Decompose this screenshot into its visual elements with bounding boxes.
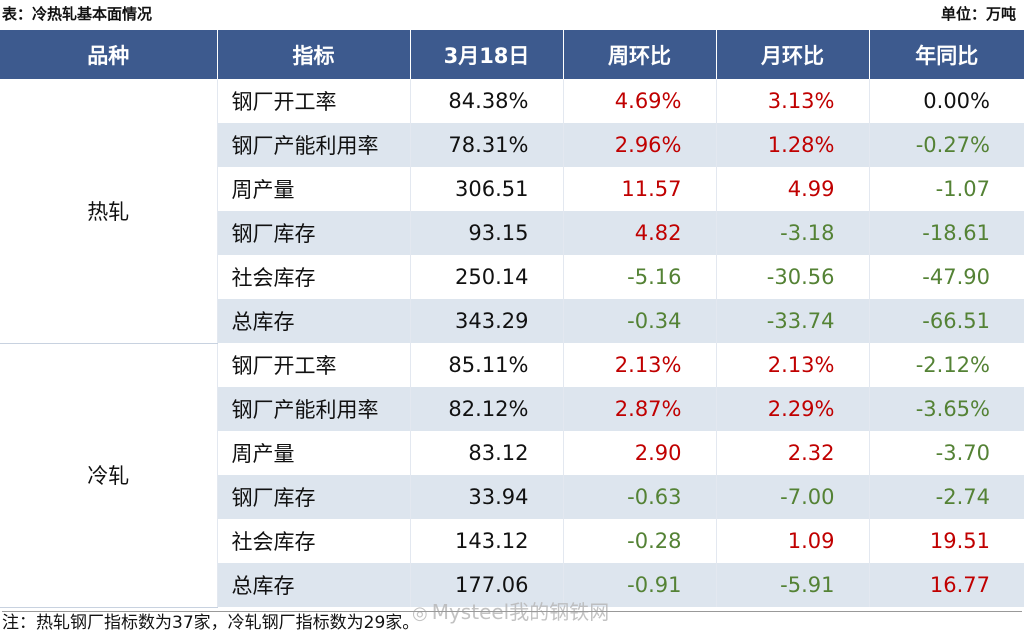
month-change-cell: 3.13% <box>716 79 870 123</box>
value-cell: 177.06 <box>410 563 564 607</box>
indicator-cell: 总库存 <box>217 299 411 343</box>
header-week-change: 周环比 <box>563 30 717 79</box>
month-change-cell: 2.13% <box>716 343 870 387</box>
value-cell: 83.12 <box>410 431 564 475</box>
table-row: 钢厂库存 93.15 4.82 -3.18 -18.61 <box>0 211 1024 255</box>
table-row: 周产量 306.51 11.57 4.99 -1.07 <box>0 167 1024 211</box>
fundamentals-table: 品种 指标 3月18日 周环比 月环比 年同比 热轧 钢厂开工率 84.38% 4.6… <box>0 30 1024 608</box>
year-change-cell: 0.00% <box>869 79 1024 123</box>
value-cell: 93.15 <box>410 211 564 255</box>
week-change-cell: -5.16 <box>563 255 717 299</box>
year-change-cell: -2.74 <box>869 475 1024 519</box>
watermark-text: Mysteel我的钢铁网 <box>431 600 610 624</box>
week-change-cell: 2.87% <box>563 387 717 431</box>
value-cell: 343.29 <box>410 299 564 343</box>
month-change-cell: 4.99 <box>716 167 870 211</box>
indicator-cell: 社会库存 <box>217 255 411 299</box>
indicator-cell: 周产量 <box>217 167 411 211</box>
indicator-cell: 钢厂产能利用率 <box>217 123 411 167</box>
week-change-cell: 4.69% <box>563 79 717 123</box>
group-label: 冷轧 <box>0 343 218 608</box>
group-label: 热轧 <box>0 79 218 344</box>
watermark: ◎ Mysteel我的钢铁网 <box>412 596 609 625</box>
header-year-change: 年同比 <box>869 30 1024 79</box>
value-cell: 84.38% <box>410 79 564 123</box>
month-change-cell: -30.56 <box>716 255 870 299</box>
year-change-cell: -2.12% <box>869 343 1024 387</box>
month-change-cell: 2.29% <box>716 387 870 431</box>
week-change-cell: -0.91 <box>563 563 717 607</box>
header-date-value: 3月18日 <box>410 30 564 79</box>
week-change-cell: 2.96% <box>563 123 717 167</box>
year-change-cell: 19.51 <box>869 519 1024 563</box>
month-change-cell: 2.32 <box>716 431 870 475</box>
week-change-cell: -0.34 <box>563 299 717 343</box>
value-cell: 33.94 <box>410 475 564 519</box>
month-change-cell: -33.74 <box>716 299 870 343</box>
header-indicator: 指标 <box>217 30 411 79</box>
value-cell: 78.31% <box>410 123 564 167</box>
year-change-cell: -0.27% <box>869 123 1024 167</box>
indicator-cell: 钢厂库存 <box>217 211 411 255</box>
week-change-cell: 2.13% <box>563 343 717 387</box>
value-cell: 82.12% <box>410 387 564 431</box>
weibo-logo-icon: ◎ <box>412 603 428 624</box>
header-month-change: 月环比 <box>716 30 870 79</box>
week-change-cell: 2.90 <box>563 431 717 475</box>
indicator-cell: 总库存 <box>217 563 411 607</box>
table-row: 周产量 83.12 2.90 2.32 -3.70 <box>0 431 1024 475</box>
year-change-cell: -66.51 <box>869 299 1024 343</box>
month-change-cell: 1.09 <box>716 519 870 563</box>
header-row: 品种 指标 3月18日 周环比 月环比 年同比 <box>0 30 1024 79</box>
table-row: 钢厂产能利用率 82.12% 2.87% 2.29% -3.65% <box>0 387 1024 431</box>
year-change-cell: -18.61 <box>869 211 1024 255</box>
week-change-cell: -0.28 <box>563 519 717 563</box>
table-row: 总库存 343.29 -0.34 -33.74 -66.51 <box>0 299 1024 343</box>
week-change-cell: 4.82 <box>563 211 717 255</box>
table-row: 钢厂库存 33.94 -0.63 -7.00 -2.74 <box>0 475 1024 519</box>
indicator-cell: 社会库存 <box>217 519 411 563</box>
month-change-cell: -7.00 <box>716 475 870 519</box>
unit-label: 单位：万吨 <box>940 5 1016 23</box>
table-row: 社会库存 143.12 -0.28 1.09 19.51 <box>0 519 1024 563</box>
indicator-cell: 周产量 <box>217 431 411 475</box>
month-change-cell: 1.28% <box>716 123 870 167</box>
table-row: 总库存 177.06 -0.91 -5.91 16.77 <box>0 563 1024 607</box>
indicator-cell: 钢厂库存 <box>217 475 411 519</box>
week-change-cell: -0.63 <box>563 475 717 519</box>
year-change-cell: -47.90 <box>869 255 1024 299</box>
year-change-cell: -1.07 <box>869 167 1024 211</box>
table-row: 冷轧 钢厂开工率 85.11% 2.13% 2.13% -2.12% <box>0 343 1024 608</box>
week-change-cell: 11.57 <box>563 167 717 211</box>
value-cell: 143.12 <box>410 519 564 563</box>
table-row: 钢厂产能利用率 78.31% 2.96% 1.28% -0.27% <box>0 123 1024 167</box>
value-cell: 250.14 <box>410 255 564 299</box>
value-cell: 306.51 <box>410 167 564 211</box>
month-change-cell: -3.18 <box>716 211 870 255</box>
table-row: 热轧 钢厂开工率 84.38% 4.69% 3.13% 0.00% <box>0 79 1024 344</box>
table-row: 社会库存 250.14 -5.16 -30.56 -47.90 <box>0 255 1024 299</box>
footnote: 注：热轧钢厂指标数为37家，冷轧钢厂指标数为29家。 <box>2 611 1022 634</box>
indicator-cell: 钢厂开工率 <box>217 79 411 123</box>
header-variety: 品种 <box>0 30 218 79</box>
year-change-cell: 16.77 <box>869 563 1024 607</box>
indicator-cell: 钢厂产能利用率 <box>217 387 411 431</box>
value-cell: 85.11% <box>410 343 564 387</box>
year-change-cell: -3.65% <box>869 387 1024 431</box>
year-change-cell: -3.70 <box>869 431 1024 475</box>
month-change-cell: -5.91 <box>716 563 870 607</box>
indicator-cell: 钢厂开工率 <box>217 343 411 387</box>
table-title: 表：冷热轧基本面情况 <box>2 5 153 23</box>
